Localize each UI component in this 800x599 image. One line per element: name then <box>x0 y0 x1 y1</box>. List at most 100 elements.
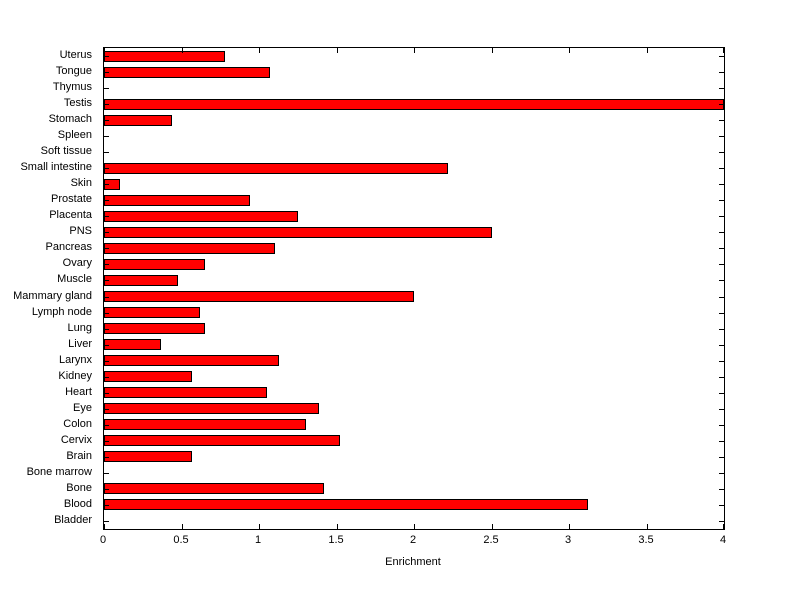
y-tick-mark <box>104 345 109 346</box>
y-tick-mark <box>719 393 724 394</box>
x-tick-mark <box>492 524 493 529</box>
bar <box>104 451 192 463</box>
y-tick-mark <box>104 56 109 57</box>
x-tick-label: 2 <box>409 534 417 546</box>
y-tick-mark <box>719 409 724 410</box>
bar <box>104 114 172 126</box>
x-axis-title: Enrichment <box>385 556 441 568</box>
y-tick-mark <box>719 489 724 490</box>
y-tick-mark <box>719 457 724 458</box>
y-tick-mark <box>104 136 109 137</box>
y-axis-label: Skin <box>70 177 92 189</box>
bar <box>104 403 319 415</box>
y-axis-label: Small intestine <box>20 161 92 173</box>
bar <box>104 274 178 286</box>
y-axis-label: Ovary <box>62 257 92 269</box>
y-tick-mark <box>719 441 724 442</box>
y-tick-mark <box>719 216 724 217</box>
y-tick-mark <box>719 152 724 153</box>
x-tick-mark <box>723 48 724 53</box>
y-tick-mark <box>104 409 109 410</box>
bar <box>104 210 298 222</box>
x-tick-mark <box>259 48 260 53</box>
bar <box>104 98 724 110</box>
y-axis-label: Bone marrow <box>26 466 92 478</box>
y-tick-mark <box>104 441 109 442</box>
y-axis-label: Muscle <box>57 273 92 285</box>
y-axis-labels: Uterus Tongue Thymus Testis Stomach Spleen Sof… <box>0 47 98 528</box>
y-axis-label: Tongue <box>55 65 92 77</box>
y-tick-mark <box>104 72 109 73</box>
bar <box>104 371 192 383</box>
x-tick-label: 3 <box>564 534 572 546</box>
y-tick-mark <box>719 200 724 201</box>
x-tick-label: 0.5 <box>173 534 189 546</box>
y-tick-mark <box>719 361 724 362</box>
y-tick-mark <box>719 184 724 185</box>
y-axis-label: Lymph node <box>31 306 92 318</box>
y-tick-mark <box>719 297 724 298</box>
y-tick-mark <box>104 280 109 281</box>
plot-area <box>103 47 725 530</box>
bar <box>104 162 448 174</box>
x-tick-mark <box>414 524 415 529</box>
y-axis-label: Cervix <box>60 434 92 446</box>
y-tick-mark <box>719 377 724 378</box>
bar <box>104 323 205 335</box>
y-axis-label: Heart <box>65 386 92 398</box>
y-tick-mark <box>104 521 109 522</box>
bar <box>104 242 275 254</box>
x-tick-mark <box>337 48 338 53</box>
x-tick-mark <box>337 524 338 529</box>
bar <box>104 291 414 303</box>
y-tick-mark <box>104 457 109 458</box>
y-tick-mark <box>719 473 724 474</box>
x-tick-mark <box>723 524 724 529</box>
y-axis-label: Kidney <box>58 370 92 382</box>
y-tick-mark <box>719 329 724 330</box>
y-tick-mark <box>104 120 109 121</box>
y-tick-mark <box>104 489 109 490</box>
y-axis-label: Blood <box>63 498 92 510</box>
y-axis-label: Placenta <box>49 209 92 221</box>
bar <box>104 355 279 367</box>
y-tick-mark <box>104 313 109 314</box>
y-tick-mark <box>719 168 724 169</box>
bar <box>104 66 270 78</box>
y-axis-label: Eye <box>73 402 92 414</box>
bar <box>104 258 205 270</box>
y-tick-mark <box>104 232 109 233</box>
x-tick-mark <box>104 48 105 53</box>
y-axis-label: Colon <box>63 418 92 430</box>
y-axis-label: Spleen <box>57 129 92 141</box>
bar <box>104 419 306 431</box>
y-tick-mark <box>104 184 109 185</box>
bar <box>104 483 324 495</box>
y-tick-mark <box>104 505 109 506</box>
y-tick-mark <box>719 232 724 233</box>
y-tick-mark <box>719 280 724 281</box>
y-tick-mark <box>104 377 109 378</box>
bar <box>104 194 250 206</box>
y-axis-label: PNS <box>69 225 92 237</box>
x-tick-mark <box>492 48 493 53</box>
x-tick-label: 1 <box>254 534 262 546</box>
y-axis-label: Larynx <box>58 354 92 366</box>
x-tick-label: 1.5 <box>328 534 344 546</box>
y-axis-label: Bladder <box>54 514 92 526</box>
y-axis-label: Pancreas <box>45 241 92 253</box>
x-tick-label: 2.5 <box>483 534 499 546</box>
x-tick-label: 3.5 <box>638 534 654 546</box>
x-tick-label: 0 <box>99 534 107 546</box>
x-tick-mark <box>647 524 648 529</box>
bar <box>104 339 161 351</box>
bar <box>104 387 267 399</box>
x-tick-mark <box>182 48 183 53</box>
y-tick-mark <box>719 248 724 249</box>
y-tick-mark <box>719 264 724 265</box>
y-tick-mark <box>104 264 109 265</box>
y-tick-mark <box>719 505 724 506</box>
y-tick-mark <box>719 313 724 314</box>
x-axis-tick-labels: 0 0.5 1 1.5 2 2.5 3 3.5 4 <box>0 534 800 550</box>
